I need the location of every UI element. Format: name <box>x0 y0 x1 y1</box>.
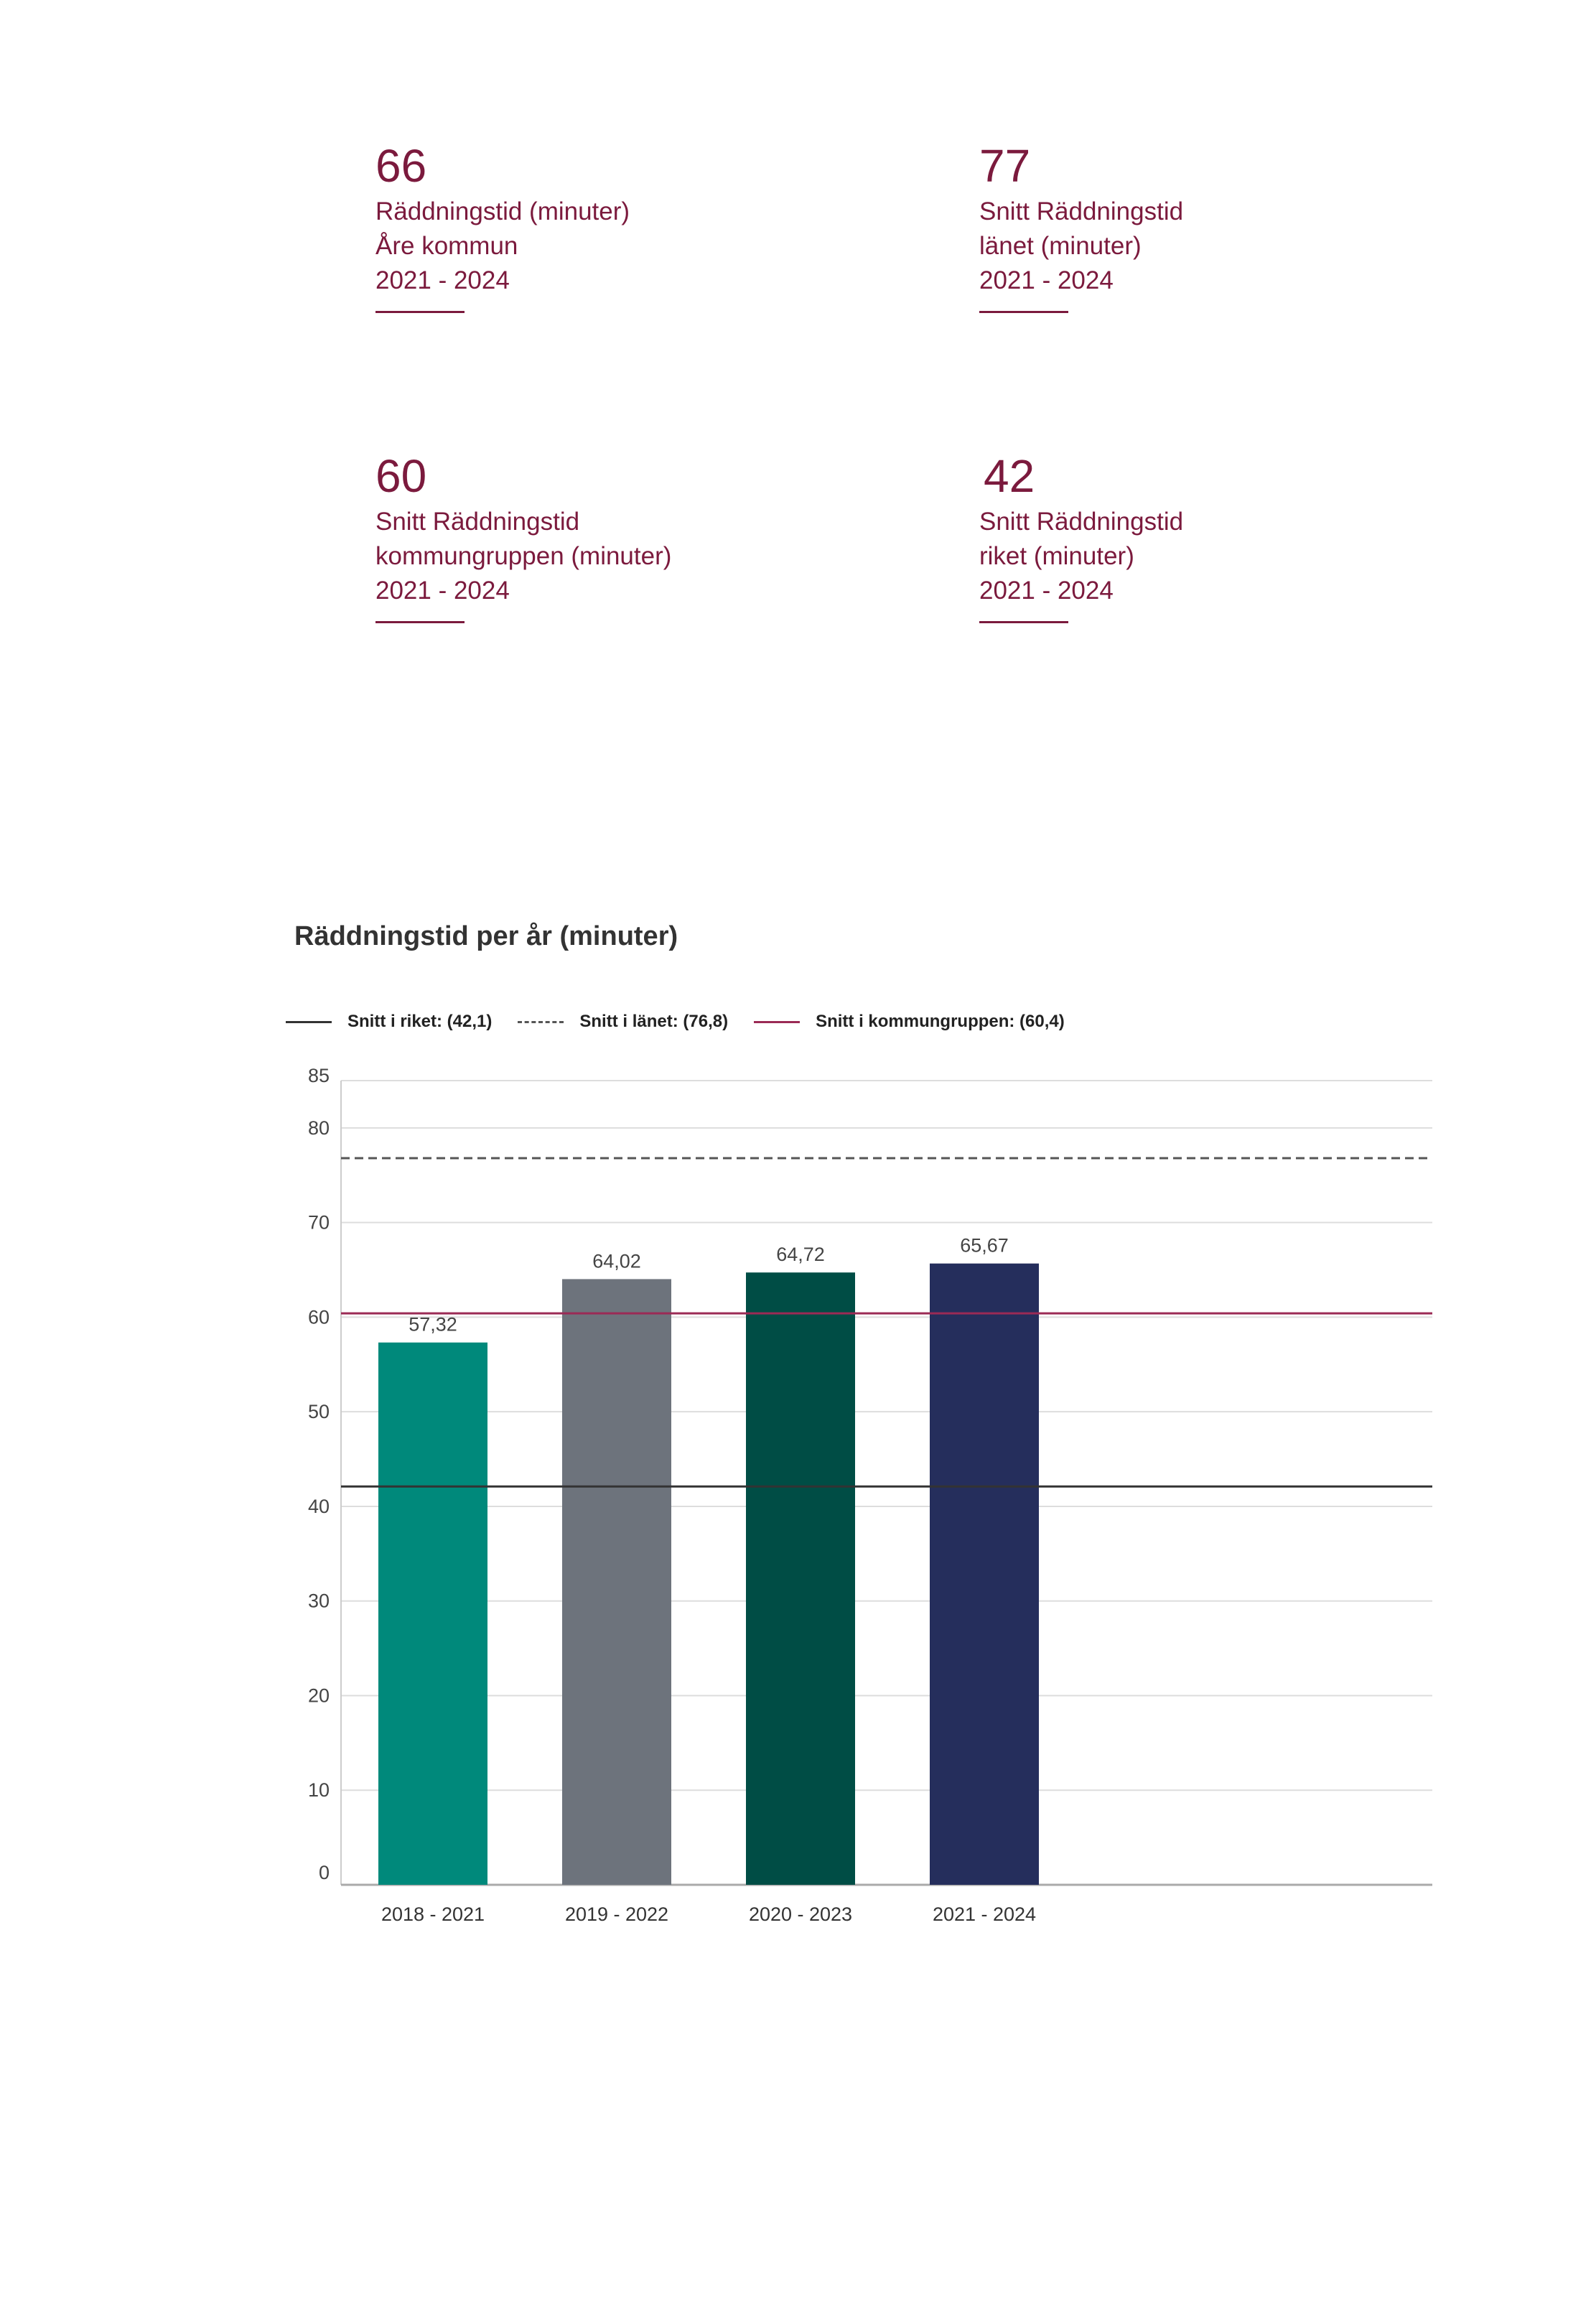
kpi-card-lanet: 77 Snitt Räddningstid länet (minuter) 20… <box>979 140 1482 313</box>
kpi-underline <box>979 621 1068 623</box>
kpi-period: 2021 - 2024 <box>375 577 510 605</box>
kpi-value: 42 <box>984 450 1035 502</box>
kpi-underline <box>979 311 1068 313</box>
legend-item-lanet: Snitt i länet: (76,8) <box>518 1012 728 1032</box>
kpi-label-line: Snitt Räddningstid <box>979 508 1184 536</box>
kpi-label-line: kommungruppen (minuter) <box>375 542 672 570</box>
bar <box>746 1272 855 1885</box>
bar-value-label: 64,02 <box>592 1250 641 1272</box>
legend-label-kommungruppen: Snitt i kommungruppen: (60,4) <box>816 1012 1065 1031</box>
kpi-value: 60 <box>375 450 427 502</box>
legend-swatch-dashed <box>518 1020 564 1023</box>
kpi-value: 66 <box>375 140 427 192</box>
kpi-card-riket: 42 Snitt Räddningstid riket (minuter) 20… <box>979 450 1482 623</box>
bar <box>562 1279 671 1885</box>
legend-item-kommungruppen: Snitt i kommungruppen: (60,4) <box>754 1012 1065 1032</box>
legend-swatch-maroon <box>754 1020 801 1023</box>
x-tick-label: 2018 - 2021 <box>381 1903 485 1925</box>
bar-value-label: 64,72 <box>776 1244 825 1265</box>
kpi-period: 2021 - 2024 <box>979 577 1114 605</box>
bar-value-label: 65,67 <box>960 1235 1009 1257</box>
x-tick-label: 2019 - 2022 <box>565 1903 668 1925</box>
chart-title: Räddningstid per år (minuter) <box>294 921 678 951</box>
kpi-card-kommungruppen: 60 Snitt Räddningstid kommungruppen (min… <box>375 450 878 623</box>
legend-swatch-solid <box>286 1020 332 1023</box>
kpi-label-line: Snitt Räddningstid <box>979 197 1184 225</box>
kpi-label-line: riket (minuter) <box>979 542 1134 570</box>
y-tick-label: 80 <box>308 1117 330 1139</box>
kpi-label-line: länet (minuter) <box>979 232 1142 260</box>
legend-label-lanet: Snitt i länet: (76,8) <box>579 1012 729 1031</box>
kpi-label-line: Åre kommun <box>375 232 518 260</box>
kpi-underline <box>375 621 465 623</box>
x-tick-label: 2020 - 2023 <box>749 1903 852 1925</box>
kpi-label-line: Snitt Räddningstid <box>375 508 580 536</box>
kpi-underline <box>375 311 465 313</box>
y-tick-label: 0 <box>319 1862 330 1883</box>
y-tick-label: 30 <box>308 1590 330 1612</box>
kpi-period: 2021 - 2024 <box>375 266 510 294</box>
bar-value-label: 57,32 <box>409 1314 457 1336</box>
chart-legend: Snitt i riket: (42,1) Snitt i länet: (76… <box>286 1007 1091 1036</box>
kpi-period: 2021 - 2024 <box>979 266 1114 294</box>
legend-item-riket: Snitt i riket: (42,1) <box>286 1012 492 1032</box>
x-tick-label: 2021 - 2024 <box>933 1903 1036 1925</box>
y-tick-label: 60 <box>308 1306 330 1328</box>
legend-label-riket: Snitt i riket: (42,1) <box>347 1012 493 1031</box>
y-tick-label: 40 <box>308 1496 330 1517</box>
kpi-card-are-kommun: 66 Räddningstid (minuter) Åre kommun 202… <box>375 140 878 313</box>
y-tick-label: 70 <box>308 1212 330 1234</box>
y-tick-label: 10 <box>308 1779 330 1801</box>
bar <box>930 1263 1039 1885</box>
kpi-value: 77 <box>979 140 1031 192</box>
y-tick-label: 20 <box>308 1684 330 1706</box>
y-tick-label: 50 <box>308 1401 330 1422</box>
y-tick-label: 85 <box>308 1065 330 1086</box>
bar <box>378 1342 487 1885</box>
kpi-label-line: Räddningstid (minuter) <box>375 197 630 225</box>
